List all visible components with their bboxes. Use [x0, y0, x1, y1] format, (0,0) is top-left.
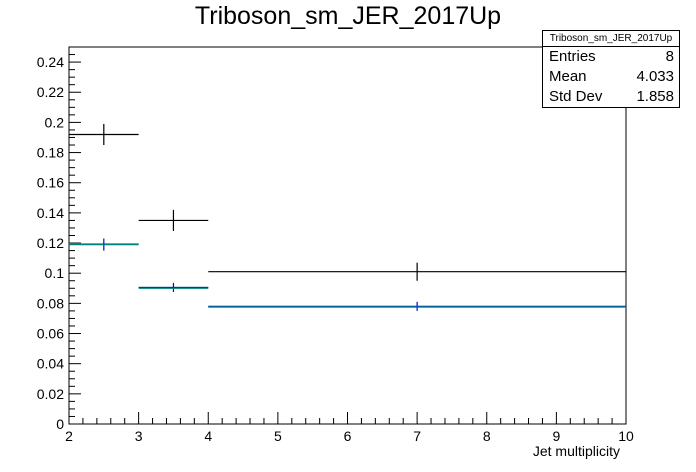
x-tick-label: 10 [618, 428, 634, 444]
stats-row-mean: Mean 4.033 [543, 67, 679, 87]
stats-label: Mean [549, 68, 587, 85]
series-0 [69, 123, 626, 281]
stats-box: Triboson_sm_JER_2017Up Entries 8 Mean 4.… [542, 30, 680, 108]
y-tick-label: 0.18 [37, 145, 64, 161]
stats-box-title: Triboson_sm_JER_2017Up [543, 31, 679, 47]
x-tick-label: 5 [274, 428, 282, 444]
stats-value: 8 [665, 48, 674, 65]
x-tick-label: 2 [65, 428, 73, 444]
series-1 [69, 243, 626, 308]
x-tick-label: 7 [413, 428, 421, 444]
stats-label: Std Dev [549, 88, 603, 105]
y-tick-label: 0.04 [37, 356, 64, 372]
x-tick-label: 4 [204, 428, 212, 444]
y-tick-label: 0.24 [37, 54, 64, 70]
y-tick-label: 0.2 [45, 114, 65, 130]
x-tick-label: 3 [135, 428, 143, 444]
y-tick-label: 0.14 [37, 205, 64, 221]
y-tick-label: 0.08 [37, 295, 64, 311]
x-tick-label: 8 [483, 428, 491, 444]
y-axis: 0 0.02 0.04 0.06 0.08 0.1 0.12 0.14 0.16 0.18 0.2 0… [37, 46, 81, 432]
x-axis-label: Jet multiplicity [533, 443, 620, 459]
y-tick-label: 0.22 [37, 84, 64, 100]
y-tick-label: 0.06 [37, 326, 64, 342]
x-tick-label: 6 [344, 428, 352, 444]
x-axis: 2 3 4 5 6 7 8 9 10 [65, 412, 634, 444]
series-2 [69, 238, 626, 311]
series-3 [69, 243, 626, 308]
y-tick-label: 0.1 [45, 265, 65, 281]
y-tick-label: 0.16 [37, 175, 64, 191]
stats-row-entries: Entries 8 [543, 47, 679, 67]
stats-value: 1.858 [636, 88, 674, 105]
stats-value: 4.033 [636, 68, 674, 85]
y-tick-label: 0 [56, 416, 64, 432]
stats-label: Entries [549, 48, 596, 65]
y-tick-label: 0.12 [37, 235, 64, 251]
chart-title: Triboson_sm_JER_2017Up [194, 2, 502, 30]
x-tick-label: 9 [552, 428, 560, 444]
y-tick-label: 0.02 [37, 386, 64, 402]
data-series [69, 123, 626, 311]
stats-row-stddev: Std Dev 1.858 [543, 87, 679, 107]
